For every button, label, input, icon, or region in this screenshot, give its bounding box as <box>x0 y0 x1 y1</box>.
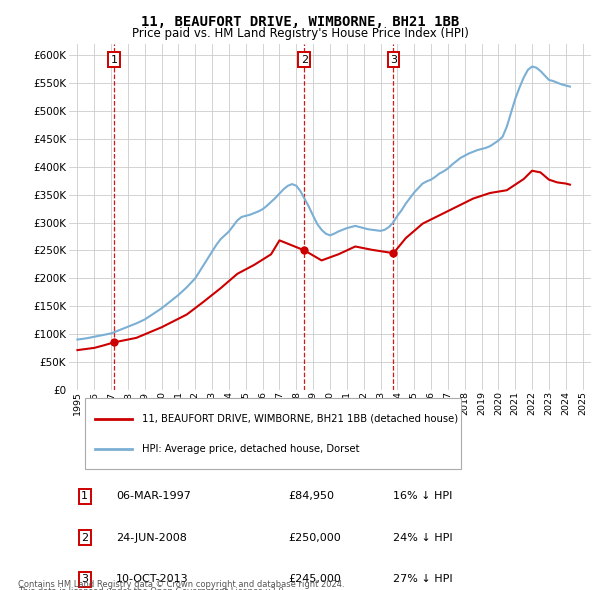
Text: £84,950: £84,950 <box>288 491 334 502</box>
Text: HPI: Average price, detached house, Dorset: HPI: Average price, detached house, Dors… <box>142 444 359 454</box>
Text: 3: 3 <box>81 574 88 584</box>
Text: 2: 2 <box>301 55 308 65</box>
Text: Contains HM Land Registry data © Crown copyright and database right 2024.: Contains HM Land Registry data © Crown c… <box>18 580 344 589</box>
Text: 16% ↓ HPI: 16% ↓ HPI <box>392 491 452 502</box>
Text: 1: 1 <box>81 491 88 502</box>
Text: 06-MAR-1997: 06-MAR-1997 <box>116 491 191 502</box>
Text: 2: 2 <box>81 533 88 543</box>
Text: 10-OCT-2013: 10-OCT-2013 <box>116 574 188 584</box>
Text: 24% ↓ HPI: 24% ↓ HPI <box>392 533 452 543</box>
Text: 24-JUN-2008: 24-JUN-2008 <box>116 533 187 543</box>
Text: This data is licensed under the Open Government Licence v3.0.: This data is licensed under the Open Gov… <box>18 587 286 590</box>
Text: 3: 3 <box>390 55 397 65</box>
FancyBboxPatch shape <box>85 398 461 468</box>
Text: 11, BEAUFORT DRIVE, WIMBORNE, BH21 1BB: 11, BEAUFORT DRIVE, WIMBORNE, BH21 1BB <box>141 15 459 29</box>
Text: 11, BEAUFORT DRIVE, WIMBORNE, BH21 1BB (detached house): 11, BEAUFORT DRIVE, WIMBORNE, BH21 1BB (… <box>142 414 458 424</box>
Text: 1: 1 <box>110 55 118 65</box>
Text: 27% ↓ HPI: 27% ↓ HPI <box>392 574 452 584</box>
Text: Price paid vs. HM Land Registry's House Price Index (HPI): Price paid vs. HM Land Registry's House … <box>131 27 469 40</box>
Text: £245,000: £245,000 <box>288 574 341 584</box>
Text: £250,000: £250,000 <box>288 533 341 543</box>
